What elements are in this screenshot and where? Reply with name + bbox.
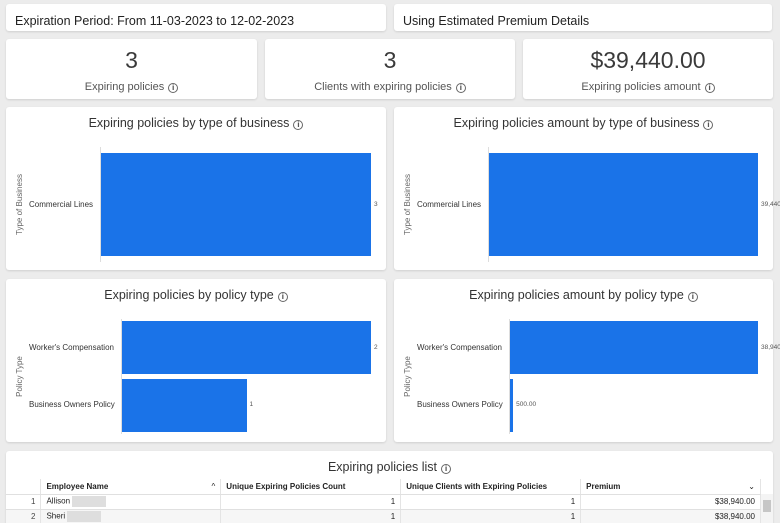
kpi-clients-expiring: 3 Clients with expiring policies i bbox=[265, 39, 515, 99]
column-header-premium[interactable]: Premium ⌄ bbox=[580, 479, 761, 495]
kpi-label: Expiring policies bbox=[84, 81, 165, 93]
info-icon[interactable]: i bbox=[168, 83, 179, 93]
row-index: 2 bbox=[6, 509, 42, 523]
info-icon[interactable]: i bbox=[277, 292, 288, 302]
info-icon[interactable]: i bbox=[687, 292, 698, 302]
bar[interactable] bbox=[122, 321, 371, 375]
chart-title: Expiring policies by type of business bbox=[88, 116, 290, 130]
category-label: Business Owners Policy bbox=[29, 400, 115, 410]
scrollbar-thumb[interactable] bbox=[763, 500, 771, 512]
axis-title: Type of Business bbox=[402, 173, 412, 235]
axis-line bbox=[488, 147, 489, 262]
axis-title: Policy Type bbox=[402, 355, 412, 397]
value-label: 2 bbox=[374, 343, 378, 351]
chart-policies-by-business-type: Expiring policies by type of business i T… bbox=[6, 107, 386, 270]
axis-line bbox=[121, 319, 122, 434]
row-index: 1 bbox=[6, 494, 42, 510]
category-label: Commercial Lines bbox=[29, 199, 94, 209]
table-row[interactable]: 1 Allison 1 1 $38,940.00 bbox=[6, 494, 761, 510]
info-icon[interactable]: i bbox=[441, 464, 452, 474]
category-label: Business Owners Policy bbox=[417, 400, 503, 410]
kpi-label: Expiring policies amount bbox=[581, 81, 701, 93]
premium-cell: $38,940.00 bbox=[580, 509, 761, 523]
chart-amount-by-business-type: Expiring policies amount by type of busi… bbox=[394, 107, 780, 270]
kpi-label: Clients with expiring policies bbox=[314, 81, 452, 93]
info-icon[interactable]: i bbox=[293, 120, 304, 130]
chart-policies-by-policy-type: Expiring policies by policy type i Policy… bbox=[6, 279, 386, 442]
axis-title: Policy Type bbox=[14, 355, 24, 397]
redacted-name bbox=[72, 496, 107, 507]
employee-name-cell: Allison bbox=[40, 494, 222, 510]
row-index-header bbox=[6, 479, 42, 495]
value-label: 38,940.00 bbox=[761, 343, 780, 351]
premium-cell: $38,940.00 bbox=[580, 494, 761, 510]
premium-mode-text: Using Estimated Premium Details bbox=[403, 14, 590, 28]
policies-table: Employee Name ^ Unique Expiring Policies … bbox=[6, 479, 761, 523]
chevron-down-icon[interactable]: ⌄ bbox=[748, 481, 755, 491]
chart-title: Expiring policies by policy type bbox=[104, 288, 274, 302]
premium-mode-filter[interactable]: Using Estimated Premium Details bbox=[394, 4, 772, 31]
value-label: 3 bbox=[374, 200, 378, 208]
kpi-expiring-amount: $39,440.00 Expiring policies amount i bbox=[523, 39, 773, 99]
bar[interactable] bbox=[510, 321, 758, 375]
policies-count-cell: 1 bbox=[220, 494, 402, 510]
value-label: 1 bbox=[249, 401, 254, 409]
expiration-period-filter[interactable]: Expiration Period: From 11-03-2023 to 12… bbox=[6, 4, 386, 31]
employee-name-cell: Sheri bbox=[40, 509, 222, 523]
axis-title: Type of Business bbox=[14, 173, 24, 235]
kpi-value: 3 bbox=[383, 47, 397, 73]
bar[interactable] bbox=[510, 378, 514, 432]
column-header-clients[interactable]: Unique Clients with Expiring Policies bbox=[400, 479, 582, 495]
chart-amount-by-policy-type: Expiring policies amount by policy type i… bbox=[394, 279, 780, 442]
info-icon[interactable]: i bbox=[703, 120, 714, 130]
kpi-value: $39,440.00 bbox=[590, 47, 706, 73]
table-title: Expiring policies list bbox=[327, 460, 438, 474]
sort-up-icon[interactable]: ^ bbox=[211, 481, 216, 491]
policies-count-cell: 1 bbox=[220, 509, 402, 523]
bar[interactable] bbox=[101, 152, 371, 257]
axis-line bbox=[100, 147, 101, 262]
value-label: 500.00 bbox=[516, 401, 537, 409]
chart-title: Expiring policies amount by type of busi… bbox=[453, 116, 700, 130]
bar[interactable] bbox=[489, 152, 758, 257]
column-header-employee-name[interactable]: Employee Name ^ bbox=[40, 479, 222, 495]
category-label: Worker's Compensation bbox=[29, 342, 114, 352]
expiring-policies-list: Expiring policies list i Employee Name ^ U… bbox=[6, 451, 773, 523]
column-header-policies-count[interactable]: Unique Expiring Policies Count bbox=[220, 479, 402, 495]
value-label: 39,440.00 bbox=[761, 200, 780, 208]
info-icon[interactable]: i bbox=[455, 83, 466, 93]
clients-cell: 1 bbox=[400, 494, 582, 510]
kpi-expiring-policies: 3 Expiring policies i bbox=[6, 39, 257, 99]
axis-line bbox=[509, 319, 510, 434]
info-icon[interactable]: i bbox=[704, 83, 715, 93]
chart-title: Expiring policies amount by policy type bbox=[469, 288, 684, 302]
redacted-name bbox=[67, 511, 102, 522]
expiration-period-text: Expiration Period: From 11-03-2023 to 12… bbox=[15, 14, 295, 28]
table-row[interactable]: 2 Sheri 1 1 $38,940.00 bbox=[6, 509, 761, 523]
kpi-value: 3 bbox=[125, 47, 138, 73]
category-label: Commercial Lines bbox=[417, 199, 482, 209]
clients-cell: 1 bbox=[400, 509, 582, 523]
category-label: Worker's Compensation bbox=[417, 342, 502, 352]
bar[interactable] bbox=[122, 378, 247, 432]
table-scrollbar[interactable] bbox=[761, 494, 773, 523]
